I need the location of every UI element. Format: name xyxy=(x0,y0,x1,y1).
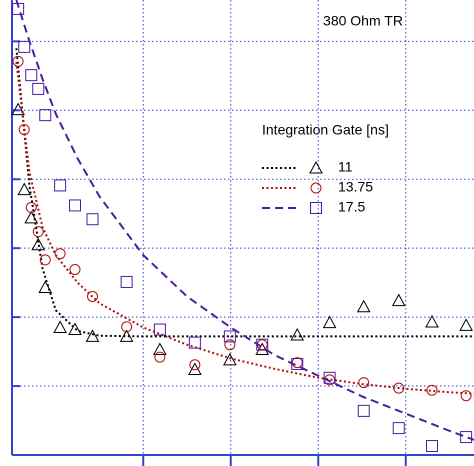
marker xyxy=(323,371,336,384)
marker xyxy=(393,382,405,394)
marker xyxy=(291,357,303,369)
legend-marker xyxy=(309,160,323,174)
legend-label: 11 xyxy=(338,159,353,175)
marker xyxy=(256,338,269,351)
marker xyxy=(12,2,25,15)
marker xyxy=(223,352,237,366)
marker xyxy=(54,179,67,192)
fit-line xyxy=(15,48,474,338)
marker xyxy=(69,264,81,276)
marker xyxy=(54,248,66,260)
marker xyxy=(426,384,438,396)
marker xyxy=(87,290,98,302)
marker xyxy=(154,351,166,363)
marker xyxy=(32,226,44,238)
marker xyxy=(357,404,370,417)
marker xyxy=(391,293,406,307)
legend-marker xyxy=(310,202,322,214)
marker xyxy=(460,431,473,444)
fit-line xyxy=(15,61,474,395)
legend-label: 13.75 xyxy=(338,179,373,195)
marker xyxy=(188,336,201,349)
marker xyxy=(291,358,304,370)
marker xyxy=(31,237,46,251)
marker xyxy=(12,55,24,67)
marker xyxy=(223,330,236,343)
marker xyxy=(425,314,439,328)
fit-line xyxy=(15,0,474,441)
marker xyxy=(356,299,371,313)
marker xyxy=(17,182,32,196)
marker xyxy=(53,320,67,333)
marker xyxy=(392,422,405,435)
marker xyxy=(11,102,25,116)
marker xyxy=(188,362,202,376)
marker xyxy=(426,440,438,453)
marker xyxy=(460,390,472,402)
marker xyxy=(86,213,99,226)
marker xyxy=(39,254,51,266)
marker xyxy=(68,322,82,336)
marker xyxy=(290,328,305,341)
legend-label: 17.5 xyxy=(338,199,365,215)
marker xyxy=(119,329,134,342)
marker xyxy=(224,339,236,351)
marker xyxy=(39,109,52,122)
marker xyxy=(189,359,201,371)
marker xyxy=(38,280,53,293)
marker xyxy=(121,321,133,333)
marker xyxy=(18,124,30,136)
marker xyxy=(358,377,370,389)
legend-title: Integration Gate [ns] xyxy=(262,122,389,138)
marker xyxy=(322,315,337,329)
legend-marker xyxy=(310,182,322,194)
chart-title: 380 Ohm TR xyxy=(323,13,403,29)
marker xyxy=(25,69,38,82)
marker xyxy=(153,323,166,336)
marker xyxy=(85,329,100,342)
marker xyxy=(153,342,167,356)
marker xyxy=(32,82,45,95)
marker xyxy=(24,210,39,224)
marker xyxy=(69,199,81,212)
marker xyxy=(459,318,473,331)
marker xyxy=(120,275,133,288)
marker xyxy=(25,202,37,214)
marker xyxy=(18,40,31,53)
